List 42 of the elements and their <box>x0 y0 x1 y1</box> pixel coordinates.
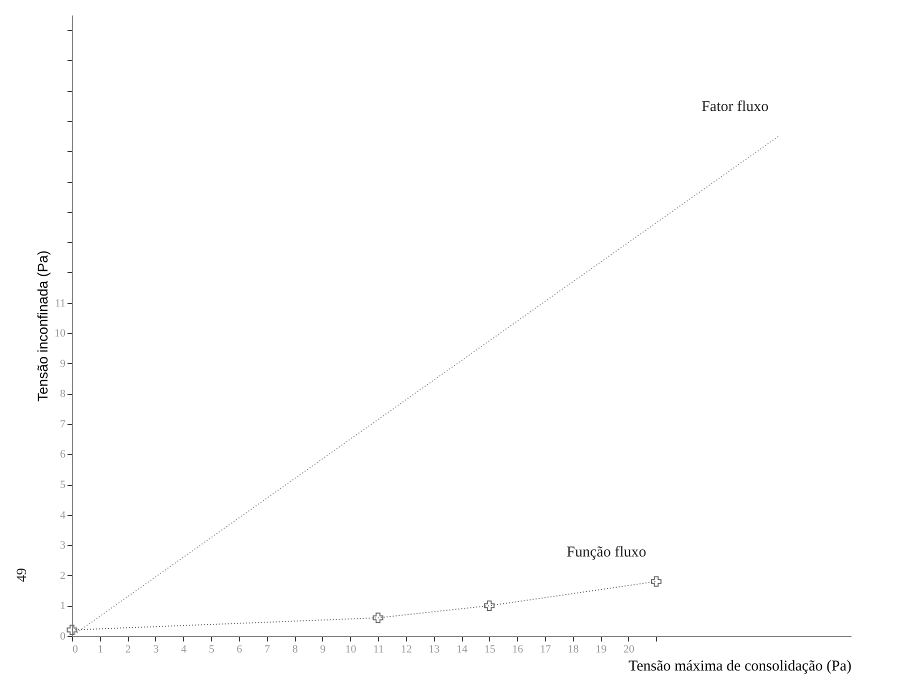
y-axis-title: Tensão inconfinada (Pa) <box>34 250 50 402</box>
y-tick-label: 11 <box>54 297 66 310</box>
x-tick-label: 8 <box>292 644 298 656</box>
point <box>66 624 78 636</box>
y-tick-label: 6 <box>60 448 66 461</box>
x-tick-label: 9 <box>320 644 326 656</box>
series-label: Função fluxo <box>566 544 646 560</box>
y-tick-label: 4 <box>60 509 66 522</box>
x-tick-label: 11 <box>373 644 384 656</box>
x-tick-label: 10 <box>345 644 357 656</box>
x-tick-label: 20 <box>623 644 635 656</box>
point <box>372 612 384 624</box>
x-tick-label: 6 <box>236 644 243 656</box>
x-tick-label: 12 <box>400 644 412 656</box>
y-tick-label: 3 <box>60 540 66 552</box>
x-tick-label: 14 <box>456 644 468 656</box>
x-tick-label: 5 <box>208 644 215 656</box>
x-tick-label: 13 <box>428 644 440 656</box>
x-tick-label: 15 <box>484 644 496 656</box>
y-tick-label: 7 <box>60 418 66 430</box>
y-tick-label: 2 <box>60 570 66 582</box>
x-tick-label: 16 <box>512 644 524 656</box>
y-tick-label: 0 <box>60 630 66 642</box>
x-tick-label: 0 <box>72 644 78 656</box>
y-tick-label: 10 <box>54 328 66 340</box>
x-tick-label: 3 <box>153 644 160 656</box>
point <box>484 600 495 611</box>
y-tick-label: 1 <box>60 600 66 612</box>
y-tick-label: 5 <box>60 479 66 492</box>
x-tick-label: 18 <box>568 644 580 656</box>
series-label: Fator fluxo <box>702 99 769 116</box>
x-tick-label: 2 <box>125 644 131 656</box>
x-tick-label: 1 <box>98 644 104 656</box>
x-tick-label: 7 <box>264 644 270 656</box>
x-axis-title: Tensão máxima de consolidação (Pa) <box>628 658 852 674</box>
text: 49 <box>15 568 30 582</box>
x-tick-label: 4 <box>181 644 188 656</box>
y-tick-label: 8 <box>60 388 66 400</box>
point <box>651 576 662 587</box>
x-tick-label: 19 <box>596 644 608 656</box>
y-tick-label: 9 <box>60 358 66 370</box>
x-tick-label: 17 <box>540 644 552 656</box>
